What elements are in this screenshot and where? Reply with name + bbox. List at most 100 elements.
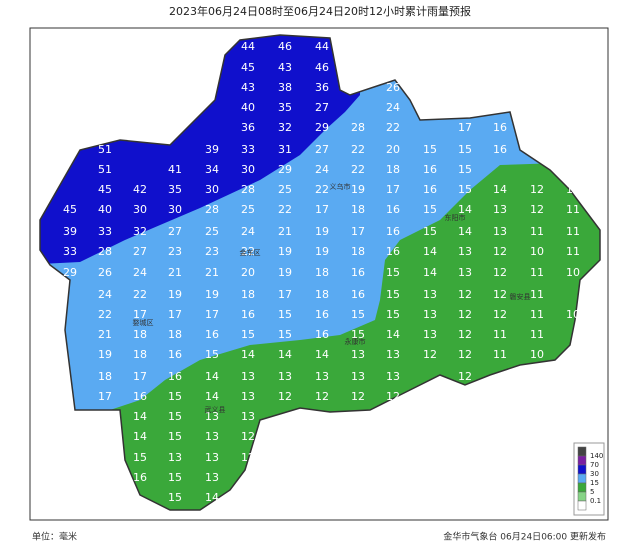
rain-value: 38: [278, 81, 292, 94]
rain-value: 14: [133, 430, 147, 443]
rain-value: 15: [278, 328, 292, 341]
rain-value: 11: [566, 183, 580, 196]
rain-value: 23: [205, 245, 219, 258]
rain-value: 14: [315, 348, 329, 361]
rain-value: 12: [458, 348, 472, 361]
rain-value: 29: [63, 266, 77, 279]
rain-value: 13: [386, 370, 400, 383]
rain-value: 10: [530, 245, 544, 258]
rain-value: 11: [530, 266, 544, 279]
frame: [29, 27, 609, 521]
rain-value: 16: [493, 121, 507, 134]
rain-value: 17: [168, 308, 182, 321]
place-name: 武义县: [205, 405, 226, 414]
rain-value: 15: [168, 471, 182, 484]
rain-value: 13: [423, 308, 437, 321]
legend-label: 0.1: [590, 497, 601, 505]
rain-value: 11: [566, 225, 580, 238]
rain-value: 33: [241, 143, 255, 156]
rain-value: 15: [458, 183, 472, 196]
rain-value: 27: [133, 245, 147, 258]
rain-value: 14: [241, 348, 255, 361]
rain-value: 13: [205, 471, 219, 484]
rain-value: 13: [241, 390, 255, 403]
legend-swatch: [577, 482, 587, 493]
rain-value: 10: [566, 266, 580, 279]
rain-value: 10: [530, 348, 544, 361]
rain-value: 16: [133, 471, 147, 484]
rain-value: 10: [566, 308, 580, 321]
rain-value: 12: [241, 430, 255, 443]
rain-value: 22: [278, 203, 292, 216]
rain-value: 46: [315, 61, 329, 74]
rain-value: 28: [98, 245, 112, 258]
rain-value: 16: [168, 370, 182, 383]
rain-value: 18: [315, 266, 329, 279]
rain-value: 28: [351, 121, 365, 134]
rain-value: 18: [315, 288, 329, 301]
rain-value: 16: [315, 328, 329, 341]
rain-value: 19: [278, 266, 292, 279]
rain-value: 15: [168, 491, 182, 504]
rain-value: 33: [63, 245, 77, 258]
rain-value: 13: [205, 451, 219, 464]
rain-value: 12: [458, 370, 472, 383]
rain-value: 22: [315, 183, 329, 196]
rain-value: 12: [458, 288, 472, 301]
rain-value: 13: [315, 370, 329, 383]
rain-value: 32: [133, 225, 147, 238]
rain-value: 51: [98, 163, 112, 176]
rain-value: 35: [168, 183, 182, 196]
legend-label: 5: [590, 488, 594, 496]
rain-value: 16: [423, 163, 437, 176]
unit: 单位：毫米: [32, 531, 77, 543]
rain-value: 13: [386, 348, 400, 361]
rain-value: 13: [351, 370, 365, 383]
rain-value: 26: [98, 266, 112, 279]
rain-value: 14: [386, 328, 400, 341]
rain-value: 15: [458, 163, 472, 176]
rain-value: 12: [351, 390, 365, 403]
rain-value: 32: [278, 121, 292, 134]
rain-value: 19: [98, 348, 112, 361]
rain-value: 12: [315, 390, 329, 403]
rain-value: 12: [530, 203, 544, 216]
rain-value: 15: [205, 348, 219, 361]
rain-value: 15: [168, 430, 182, 443]
rain-value: 13: [458, 245, 472, 258]
rain-value: 17: [133, 308, 147, 321]
rain-value: 12: [241, 451, 255, 464]
rain-value: 13: [278, 370, 292, 383]
rain-value: 18: [351, 203, 365, 216]
rain-value: 36: [315, 81, 329, 94]
rain-value: 30: [133, 203, 147, 216]
rain-value: 14: [205, 370, 219, 383]
legend-label: 140: [590, 452, 603, 460]
rain-value: 11: [493, 348, 507, 361]
rain-value: 12: [458, 328, 472, 341]
title: 2023年06月24日08时至06月24日20时12小时累计雨量预报: [169, 4, 471, 18]
rain-value: 12: [493, 266, 507, 279]
rain-value: 19: [168, 288, 182, 301]
rain-value: 16: [351, 288, 365, 301]
rain-value: 22: [386, 121, 400, 134]
rain-value: 25: [241, 203, 255, 216]
place-name: 磐安县: [510, 292, 531, 301]
rain-value: 45: [241, 61, 255, 74]
rain-value: 13: [168, 451, 182, 464]
rain-value: 15: [168, 410, 182, 423]
rain-value: 34: [205, 163, 219, 176]
rain-value: 22: [98, 308, 112, 321]
rain-value: 13: [423, 328, 437, 341]
rain-value: 22: [241, 245, 255, 258]
rain-value: 17: [133, 370, 147, 383]
rain-value: 31: [278, 143, 292, 156]
legend-swatch: [577, 473, 587, 484]
rain-value: 16: [205, 328, 219, 341]
rain-value: 19: [278, 245, 292, 258]
rain-value: 43: [278, 61, 292, 74]
rain-value: 29: [315, 121, 329, 134]
rain-value: 15: [351, 328, 365, 341]
rain-value: 19: [351, 183, 365, 196]
